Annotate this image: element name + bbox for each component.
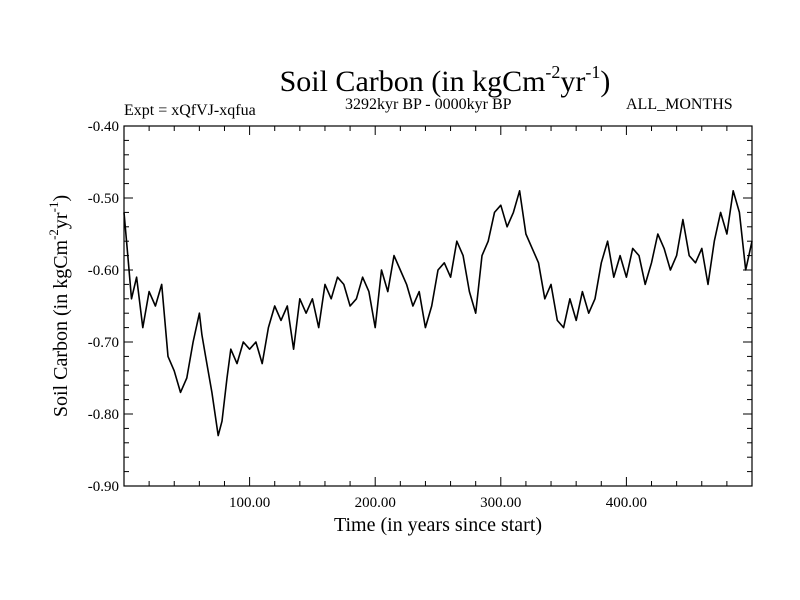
x-tick-label: 300.00: [480, 495, 521, 511]
soil-carbon-series: [123, 190, 753, 437]
x-axis: 100.00 200.00 300.00 400.00: [148, 126, 728, 511]
y-tick-label: -0.50: [88, 191, 119, 207]
experiment-label: Expt = xQfVJ-xqfua: [124, 102, 256, 119]
y-axis: -0.90 -0.80 -0.70 -0.60 -0.50 -0.40: [88, 119, 752, 495]
y-tick-label: -0.40: [88, 119, 119, 135]
y-tick-label: -0.90: [88, 479, 119, 495]
x-tick-label: 400.00: [606, 495, 647, 511]
y-tick-label: -0.70: [88, 335, 119, 351]
y-axis-label: Soil Carbon (in kgCm-2yr-1): [46, 195, 72, 417]
y-tick-label: -0.80: [88, 407, 119, 423]
chart-title: Soil Carbon (in kgCm-2yr-1): [280, 62, 611, 98]
x-axis-label: Time (in years since start): [334, 514, 542, 536]
x-tick-label: 100.00: [229, 495, 270, 511]
period-label: 3292kyr BP - 0000kyr BP: [345, 96, 512, 113]
plot-frame: [123, 125, 753, 487]
months-label: ALL_MONTHS: [626, 96, 733, 113]
x-tick-label: 200.00: [355, 495, 396, 511]
y-tick-label: -0.60: [88, 263, 119, 279]
